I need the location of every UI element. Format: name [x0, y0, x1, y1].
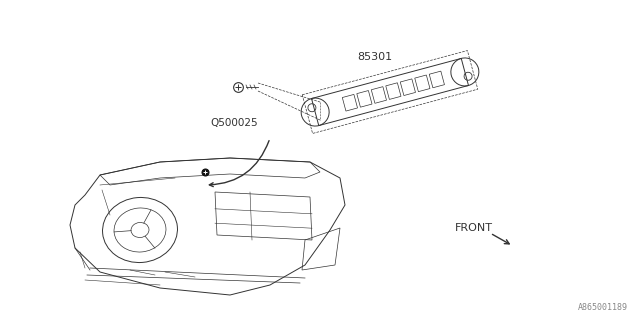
Bar — [400, 79, 415, 96]
Bar — [342, 94, 358, 111]
Bar — [302, 51, 478, 133]
Text: A865001189: A865001189 — [578, 303, 628, 312]
Bar — [386, 83, 401, 100]
FancyArrowPatch shape — [209, 140, 269, 187]
FancyArrowPatch shape — [492, 234, 509, 244]
Bar — [356, 91, 372, 107]
Text: 85301: 85301 — [357, 52, 392, 62]
Text: Q500025: Q500025 — [210, 118, 258, 128]
Bar — [371, 87, 387, 103]
Bar — [415, 75, 430, 92]
Bar — [312, 59, 468, 125]
Text: FRONT: FRONT — [455, 223, 493, 233]
Bar — [429, 71, 444, 88]
